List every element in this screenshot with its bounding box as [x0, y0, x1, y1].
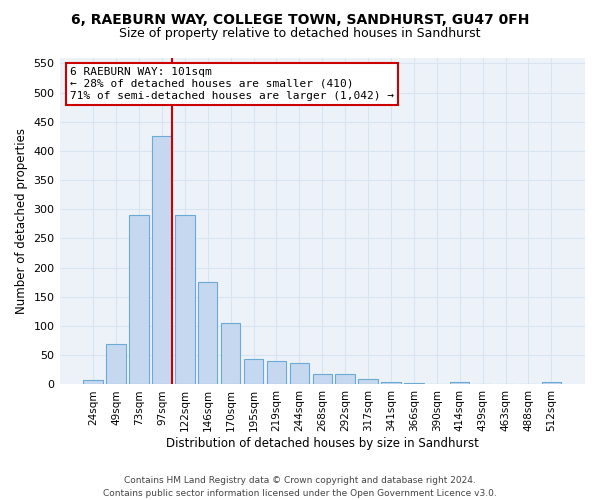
Bar — [290, 363, 309, 384]
Bar — [313, 374, 332, 384]
Text: 6, RAEBURN WAY, COLLEGE TOWN, SANDHURST, GU47 0FH: 6, RAEBURN WAY, COLLEGE TOWN, SANDHURST,… — [71, 12, 529, 26]
Text: Size of property relative to detached houses in Sandhurst: Size of property relative to detached ho… — [119, 28, 481, 40]
Text: 6 RAEBURN WAY: 101sqm
← 28% of detached houses are smaller (410)
71% of semi-det: 6 RAEBURN WAY: 101sqm ← 28% of detached … — [70, 68, 394, 100]
Bar — [83, 380, 103, 384]
Bar — [198, 282, 217, 384]
Bar — [335, 374, 355, 384]
Bar — [381, 382, 401, 384]
Bar — [221, 323, 241, 384]
Text: Contains HM Land Registry data © Crown copyright and database right 2024.
Contai: Contains HM Land Registry data © Crown c… — [103, 476, 497, 498]
Bar — [450, 382, 469, 384]
Bar — [129, 215, 149, 384]
Bar — [542, 382, 561, 384]
Bar — [244, 360, 263, 384]
Y-axis label: Number of detached properties: Number of detached properties — [15, 128, 28, 314]
Bar — [358, 379, 378, 384]
X-axis label: Distribution of detached houses by size in Sandhurst: Distribution of detached houses by size … — [166, 437, 479, 450]
Bar — [175, 215, 194, 384]
Bar — [267, 360, 286, 384]
Bar — [106, 344, 126, 384]
Bar — [152, 136, 172, 384]
